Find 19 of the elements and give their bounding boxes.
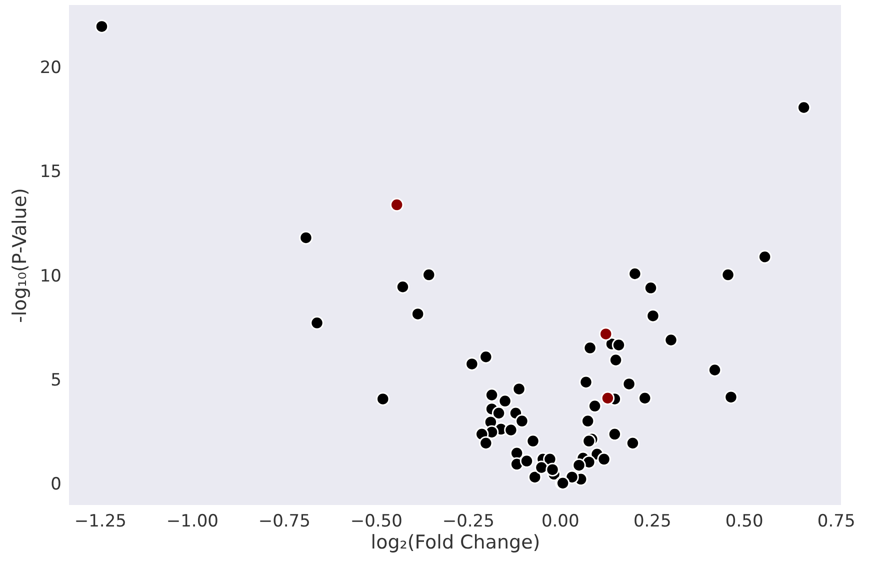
point <box>598 327 613 341</box>
x-tick-label: 0.75 <box>817 512 856 532</box>
y-tick-label: 10 <box>40 266 62 286</box>
x-axis-title: log₂(Fold Change) <box>370 532 540 554</box>
x-tick-label: −0.25 <box>442 512 494 532</box>
y-tick-label: 5 <box>50 370 62 390</box>
y-tick-label: 0 <box>50 474 62 495</box>
point <box>390 198 404 212</box>
y-axis-title: -log₁₀(P-Value) <box>8 188 31 323</box>
point <box>600 391 615 405</box>
x-tick-label: −1.00 <box>166 512 218 532</box>
x-tick-label: −0.50 <box>350 512 402 532</box>
x-tick-label: −0.75 <box>258 512 310 532</box>
x-tick-label: −1.25 <box>74 512 126 532</box>
x-tick-label: 0.25 <box>633 512 672 532</box>
y-tick-label: 15 <box>40 162 62 182</box>
x-tick-label: 0.50 <box>725 512 764 532</box>
x-tick-label: 0.00 <box>541 512 580 532</box>
y-tick-label: 20 <box>40 58 62 78</box>
